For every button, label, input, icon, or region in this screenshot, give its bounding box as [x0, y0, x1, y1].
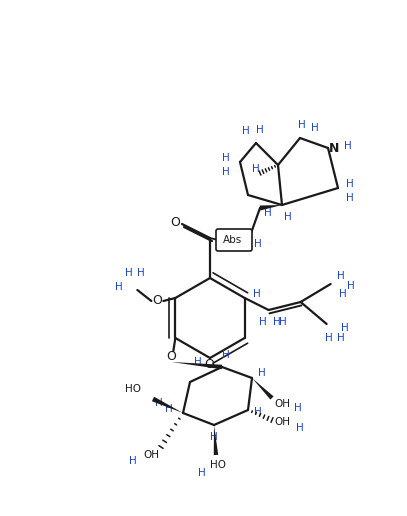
Text: H: H	[346, 179, 354, 189]
Text: N: N	[329, 141, 339, 154]
Text: H: H	[294, 403, 302, 413]
Text: H: H	[138, 268, 145, 278]
Text: H: H	[311, 123, 319, 133]
Text: H: H	[252, 164, 260, 174]
Text: H: H	[325, 333, 333, 343]
Text: H: H	[116, 282, 123, 292]
Text: HO: HO	[125, 384, 141, 394]
Text: H: H	[337, 271, 344, 281]
Text: H: H	[254, 407, 262, 417]
Text: H: H	[254, 239, 262, 249]
Text: H: H	[337, 333, 344, 343]
Text: OH: OH	[274, 417, 290, 427]
Text: HO: HO	[210, 460, 226, 470]
Text: O: O	[170, 216, 180, 229]
Text: H: H	[165, 404, 173, 414]
Text: H: H	[198, 468, 206, 478]
Text: H: H	[347, 281, 354, 291]
Text: H: H	[296, 423, 304, 433]
Text: H: H	[222, 167, 230, 177]
Polygon shape	[214, 425, 218, 455]
Polygon shape	[171, 362, 222, 369]
Text: H: H	[155, 398, 163, 408]
Text: OH: OH	[274, 399, 290, 409]
Polygon shape	[252, 378, 274, 399]
Text: H: H	[341, 323, 348, 333]
FancyBboxPatch shape	[216, 229, 252, 251]
Text: H: H	[194, 357, 202, 367]
Polygon shape	[152, 397, 183, 413]
Text: H: H	[210, 432, 218, 442]
Text: H: H	[344, 141, 352, 151]
Text: H: H	[264, 208, 272, 218]
Text: H: H	[339, 289, 346, 299]
Text: O: O	[152, 295, 162, 308]
Text: H: H	[259, 317, 267, 327]
Text: H: H	[258, 368, 266, 378]
Polygon shape	[260, 205, 282, 211]
Text: H: H	[256, 125, 264, 135]
Text: H: H	[298, 120, 306, 130]
Text: H: H	[279, 317, 287, 327]
Text: H: H	[129, 456, 137, 466]
Text: H: H	[240, 241, 248, 251]
Text: H: H	[284, 212, 292, 222]
Text: O: O	[204, 359, 214, 372]
Text: H: H	[222, 350, 230, 360]
Text: O: O	[166, 349, 176, 363]
Text: H: H	[273, 317, 280, 327]
Text: H: H	[242, 126, 250, 136]
Text: Abs: Abs	[223, 235, 243, 245]
Text: OH: OH	[143, 450, 159, 460]
Text: H: H	[222, 153, 230, 163]
Text: H: H	[253, 289, 260, 299]
Text: H: H	[125, 268, 133, 278]
Text: H: H	[346, 193, 354, 203]
